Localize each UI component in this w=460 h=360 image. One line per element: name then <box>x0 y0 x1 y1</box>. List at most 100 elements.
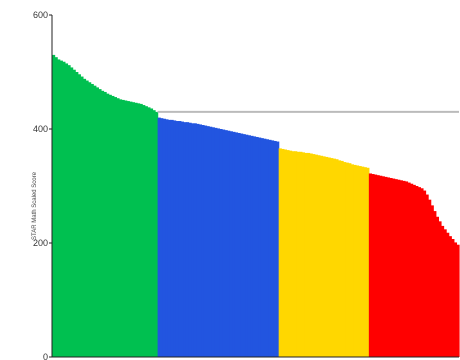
bar-blue <box>240 133 244 357</box>
bar-blue <box>183 122 187 357</box>
bar-red <box>412 184 416 357</box>
bar-green <box>129 101 133 357</box>
bar-blue <box>247 135 251 357</box>
bar-red <box>376 175 380 357</box>
bar-green <box>85 80 89 358</box>
bar-red <box>420 188 424 357</box>
bar-yellow <box>366 167 370 357</box>
bar-blue <box>178 121 182 358</box>
bar-blue <box>196 123 200 358</box>
bar-green <box>126 101 130 357</box>
bar-yellow <box>337 160 342 357</box>
bar-red <box>368 173 373 357</box>
bar-green <box>67 65 71 357</box>
bar-blue <box>242 134 246 357</box>
bar-green <box>90 83 94 357</box>
bar-red <box>399 180 403 357</box>
bar-yellow <box>294 151 298 357</box>
bar-blue <box>157 117 161 357</box>
bar-red <box>394 179 398 357</box>
bar-yellow <box>363 167 367 357</box>
bar-red <box>410 183 414 357</box>
bar-yellow <box>317 155 321 357</box>
bar-yellow <box>327 157 331 357</box>
bar-green <box>142 105 146 357</box>
bar-green <box>72 69 76 357</box>
bar-red <box>448 236 452 357</box>
bar-blue <box>167 119 172 357</box>
bar-yellow <box>340 160 344 357</box>
bar-green <box>77 74 81 357</box>
bar-red <box>438 221 442 357</box>
bar-blue <box>198 124 203 357</box>
bar-red <box>430 205 434 357</box>
bar-green <box>82 78 87 357</box>
bar-yellow <box>330 158 334 357</box>
bar-red <box>417 187 421 357</box>
bar-yellow <box>301 152 306 357</box>
bar-blue <box>227 130 231 357</box>
bar-blue <box>173 120 177 357</box>
bar-blue <box>203 125 208 357</box>
bar-red <box>446 232 450 357</box>
bar-green <box>59 60 63 357</box>
bar-yellow <box>304 152 308 357</box>
bar-green <box>149 108 154 357</box>
bar-blue <box>224 130 228 357</box>
bar-blue <box>229 131 233 357</box>
bar-red <box>373 174 378 357</box>
bar-green <box>137 103 141 357</box>
bar-blue <box>180 121 184 357</box>
y-tick-label: 0 <box>43 352 48 360</box>
bar-yellow <box>307 152 311 357</box>
bar-yellow <box>332 158 336 357</box>
bar-green <box>108 94 112 358</box>
bar-blue <box>276 141 280 357</box>
y-tick-label: 400 <box>33 124 48 134</box>
bar-blue <box>216 128 221 357</box>
bar-yellow <box>278 148 282 357</box>
bar-yellow <box>314 154 318 357</box>
bar-yellow <box>283 149 288 357</box>
bar-red <box>456 244 460 357</box>
bar-red <box>415 186 419 357</box>
bar-blue <box>185 122 190 357</box>
bar-blue <box>160 118 164 357</box>
bar-yellow <box>299 151 303 357</box>
bar-green <box>124 100 128 357</box>
bar-green <box>80 76 84 357</box>
bar-green <box>75 72 79 357</box>
bar-yellow <box>309 153 313 357</box>
bar-blue <box>201 125 205 357</box>
bar-red <box>428 199 432 357</box>
bar-green <box>139 103 143 357</box>
bar-green <box>131 102 136 358</box>
bar-yellow <box>343 162 347 357</box>
bar-green <box>113 97 117 357</box>
bar-blue <box>170 119 174 357</box>
bar-blue <box>193 123 197 357</box>
bar-yellow <box>291 151 295 357</box>
bar-red <box>443 229 447 357</box>
bar-red <box>392 178 396 357</box>
bar-blue <box>273 140 277 357</box>
bar-green <box>70 67 74 357</box>
bar-green <box>121 99 125 358</box>
bar-yellow <box>358 166 362 357</box>
bar-red <box>379 175 383 357</box>
bars-group <box>52 54 460 358</box>
y-tick-label: 200 <box>33 238 48 248</box>
bar-red <box>381 176 385 357</box>
y-axis-title: STAR Math Scaled Score <box>32 171 38 240</box>
bar-blue <box>211 127 215 357</box>
bar-yellow <box>350 164 354 357</box>
bar-red <box>384 176 388 357</box>
bar-blue <box>191 123 195 357</box>
bar-red <box>402 180 406 357</box>
bar-green <box>52 54 56 358</box>
bar-yellow <box>325 156 329 357</box>
bar-yellow <box>281 148 285 357</box>
bar-blue <box>252 136 257 357</box>
bar-blue <box>206 126 210 358</box>
bar-red <box>389 178 393 357</box>
